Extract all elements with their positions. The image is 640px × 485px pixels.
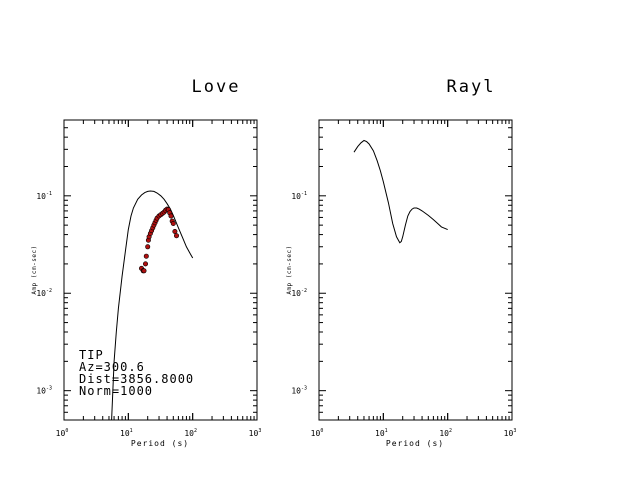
love-title: Love bbox=[192, 77, 241, 97]
love-x-tick-label: 101 bbox=[120, 428, 133, 438]
love-observed-point bbox=[141, 268, 147, 274]
rayl-y-tick-label: 10-1 bbox=[291, 191, 307, 201]
love-x-tick-label: 100 bbox=[56, 428, 69, 438]
love-points bbox=[139, 206, 180, 274]
annotation-norm: Norm=1000 bbox=[79, 384, 153, 398]
love-observed-point bbox=[168, 213, 174, 219]
rayl-plot-frame bbox=[318, 119, 513, 421]
love-curves bbox=[111, 190, 194, 421]
rayl-x-tick-label: 100 bbox=[311, 428, 324, 438]
rayl-curves bbox=[353, 139, 448, 244]
annotation-distance: Dist=3856.8000 bbox=[79, 372, 194, 386]
rayl-ticks: 100 101 102 103 10-3 10-2 10-1 bbox=[291, 120, 516, 438]
love-ticks: 100 101 102 103 10-3 10-2 10-1 bbox=[36, 120, 261, 438]
rayl-amplitude-curve bbox=[353, 139, 448, 244]
love-panel: Love 100 101 102 103 10-3 10-2 10-1 Period (s)… bbox=[31, 77, 261, 448]
rayl-title: Rayl bbox=[447, 77, 496, 97]
love-y-tick-label: 10-2 bbox=[36, 288, 52, 298]
rayl-y-axis-label: Amp (cm-sec) bbox=[286, 245, 293, 294]
love-observed-point bbox=[174, 233, 180, 239]
love-plot-frame bbox=[63, 119, 258, 421]
annotation-azimuth: Az=300.6 bbox=[79, 360, 145, 374]
love-x-tick-label: 103 bbox=[249, 428, 262, 438]
rayl-x-tick-label: 101 bbox=[375, 428, 388, 438]
love-observed-point bbox=[170, 221, 176, 227]
rayl-x-axis-label: Period (s) bbox=[386, 439, 444, 448]
rayl-panel: Rayl 100 101 102 103 10-3 10-2 10-1 Period (s)… bbox=[286, 77, 516, 448]
love-x-axis-label: Period (s) bbox=[131, 439, 189, 448]
love-observed-point bbox=[172, 229, 178, 235]
rayl-x-tick-label: 102 bbox=[439, 428, 452, 438]
love-amplitude-curve bbox=[111, 190, 194, 421]
love-observed-point bbox=[145, 244, 151, 250]
love-y-tick-label: 10-3 bbox=[36, 386, 52, 396]
rayl-x-tick-label: 103 bbox=[504, 428, 517, 438]
love-y-tick-label: 10-1 bbox=[36, 191, 52, 201]
love-x-tick-label: 102 bbox=[184, 428, 197, 438]
rayl-y-tick-label: 10-3 bbox=[291, 386, 307, 396]
love-y-axis-label: Amp (cm-sec) bbox=[31, 245, 38, 294]
love-observed-point bbox=[143, 261, 149, 267]
love-annotation: TIP Az=300.6 Dist=3856.8000 Norm=1000 bbox=[79, 348, 194, 398]
rayl-y-tick-label: 10-2 bbox=[291, 288, 307, 298]
love-observed-point bbox=[143, 253, 149, 259]
annotation-station: TIP bbox=[79, 348, 104, 362]
